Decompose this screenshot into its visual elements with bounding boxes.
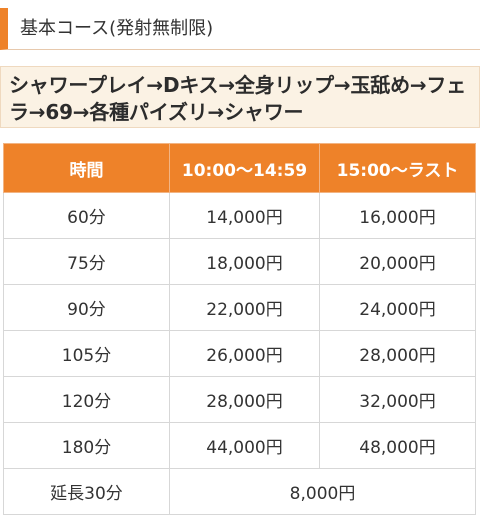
header-evening: 15:00〜ラスト: [319, 143, 476, 193]
row-time: 90分: [3, 284, 170, 331]
table-row: 180分 44,000円 48,000円: [3, 422, 476, 469]
header-daytime: 10:00〜14:59: [169, 143, 320, 193]
row-daytime-price: 22,000円: [169, 284, 320, 331]
row-evening-price: 20,000円: [319, 238, 476, 285]
row-daytime-price: 18,000円: [169, 238, 320, 285]
extension-row: 延長30分 8,000円: [3, 468, 476, 515]
header-row: 時間 10:00〜14:59 15:00〜ラスト: [3, 143, 476, 193]
row-evening-price: 28,000円: [319, 330, 476, 377]
row-evening-price: 24,000円: [319, 284, 476, 331]
section-header: 基本コース(発射無制限): [0, 8, 480, 50]
course-flow-box: シャワープレイ→Dキス→全身リップ→玉舐め→フェラ→69→各種パイズリ→シャワー: [0, 66, 480, 128]
extension-label: 延長30分: [3, 468, 170, 515]
row-time: 60分: [3, 192, 170, 239]
row-time: 180分: [3, 422, 170, 469]
row-time: 75分: [3, 238, 170, 285]
row-time: 120分: [3, 376, 170, 423]
table-row: 75分 18,000円 20,000円: [3, 238, 476, 285]
price-table-body: 60分 14,000円 16,000円 75分 18,000円 20,000円 …: [3, 192, 476, 515]
row-daytime-price: 28,000円: [169, 376, 320, 423]
row-daytime-price: 14,000円: [169, 192, 320, 239]
row-daytime-price: 26,000円: [169, 330, 320, 377]
extension-price: 8,000円: [169, 468, 476, 515]
row-evening-price: 32,000円: [319, 376, 476, 423]
table-row: 120分 28,000円 32,000円: [3, 376, 476, 423]
price-table: 時間 10:00〜14:59 15:00〜ラスト 60分 14,000円 16,…: [3, 143, 476, 515]
header-time: 時間: [3, 143, 170, 193]
table-row: 105分 26,000円 28,000円: [3, 330, 476, 377]
table-row: 60分 14,000円 16,000円: [3, 192, 476, 239]
row-evening-price: 16,000円: [319, 192, 476, 239]
price-table-header: 時間 10:00〜14:59 15:00〜ラスト: [3, 143, 476, 193]
row-daytime-price: 44,000円: [169, 422, 320, 469]
row-evening-price: 48,000円: [319, 422, 476, 469]
course-flow-text: シャワープレイ→Dキス→全身リップ→玉舐め→フェラ→69→各種パイズリ→シャワー: [9, 73, 467, 124]
table-row: 90分 22,000円 24,000円: [3, 284, 476, 331]
row-time: 105分: [3, 330, 170, 377]
section-title: 基本コース(発射無制限): [20, 18, 214, 39]
